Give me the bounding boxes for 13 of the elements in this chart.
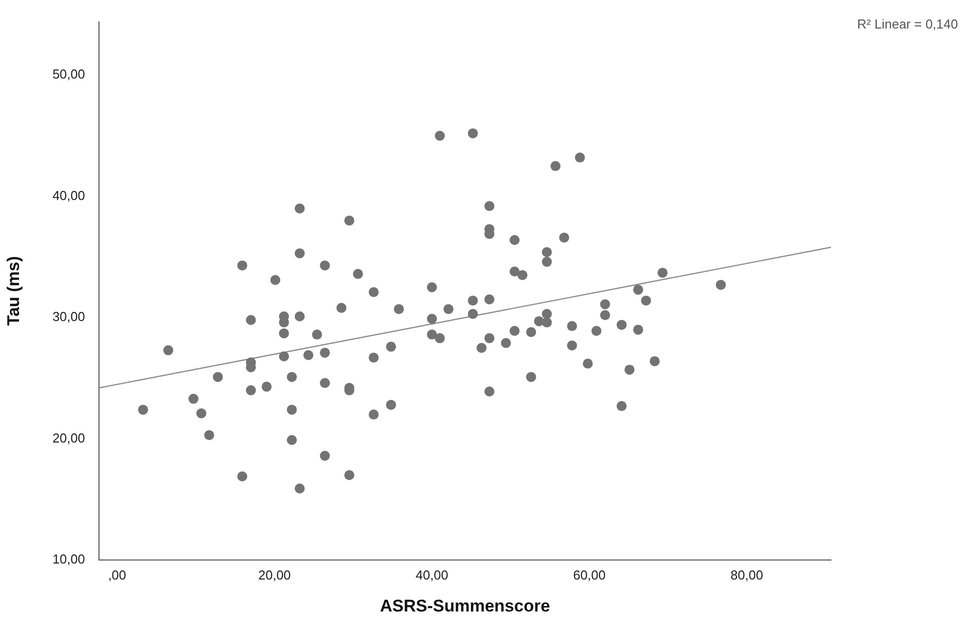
x-tick-label: ,00 (108, 567, 126, 582)
x-tick-label: 80,00 (730, 567, 764, 582)
x-tick-label: 60,00 (573, 567, 606, 582)
y-axis-title: Tau (ms) (4, 256, 23, 326)
y-tick-label: 40,00 (52, 188, 85, 203)
y-tick-label: 50,00 (52, 66, 85, 82)
y-tick-label: 20,00 (52, 430, 85, 446)
x-axis-title: ASRS-Summenscore (380, 596, 550, 616)
text: R² Linear = 0,140 (857, 16, 958, 32)
x-tick-label: 40,00 (416, 567, 448, 582)
y-tick-label: 10,00 (52, 552, 85, 567)
x-tick-label: 20,00 (258, 567, 291, 582)
y-tick-label: 30,00 (52, 309, 85, 324)
